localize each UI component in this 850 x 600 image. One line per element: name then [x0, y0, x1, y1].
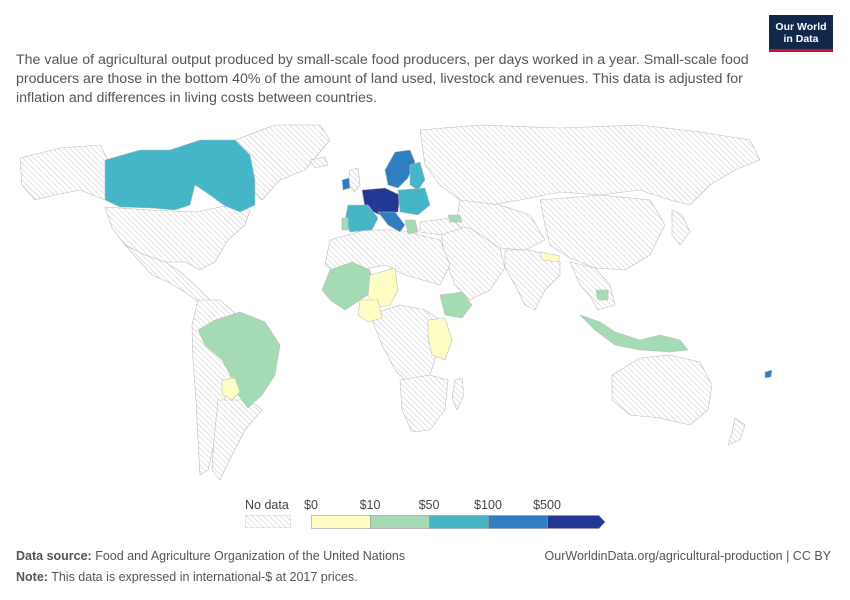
region-niger: [367, 267, 399, 309]
region-cambodia: [595, 289, 609, 301]
data-source-text: Food and Agriculture Organization of the…: [95, 549, 406, 563]
world-map: [19, 124, 773, 481]
note-label: Note:: [16, 570, 48, 584]
region-fiji: [764, 369, 773, 379]
australia: [611, 354, 713, 426]
legend-bin-50-100: [429, 515, 489, 529]
region-ethiopia: [439, 291, 473, 319]
region-poland-east: [397, 187, 431, 216]
southern-africa: [399, 374, 449, 433]
madagascar: [451, 377, 465, 411]
legend-bin-0-10: [311, 515, 371, 529]
japan: [671, 209, 691, 246]
region-tanzania: [427, 317, 453, 361]
region-bangladesh: [539, 251, 561, 263]
source-url-link[interactable]: OurWorldinData.org/agricultural-producti…: [544, 549, 831, 563]
data-source-label: Data source:: [16, 549, 92, 563]
legend-no-data-label: No data: [245, 498, 289, 512]
legend-tick-0: $0: [304, 498, 318, 512]
uk: [347, 167, 361, 193]
region-ireland: [341, 177, 351, 191]
argentina-chile: [211, 399, 263, 481]
new-zealand: [727, 417, 746, 446]
usa: [104, 204, 251, 271]
region-italy-balkans: [377, 211, 406, 233]
china-mongolia: [539, 194, 666, 271]
legend-tick-10: $10: [359, 498, 381, 512]
alaska-region: [19, 144, 109, 201]
region-paraguay: [221, 377, 241, 401]
data-note: Note: This data is expressed in internat…: [16, 570, 358, 584]
central-africa: [369, 304, 441, 386]
legend-bin-10-50: [370, 515, 430, 529]
logo-line-1: Our World: [775, 21, 827, 33]
legend-bin-100-500: [488, 515, 548, 529]
region-nigeria: [357, 299, 383, 323]
region-canada: [104, 139, 256, 213]
legend-tick-500: $500: [533, 498, 561, 512]
region-greece: [404, 219, 419, 235]
owid-logo[interactable]: Our World in Data: [769, 15, 833, 52]
legend-bin-500-plus: [547, 515, 606, 529]
region-portugal: [341, 217, 349, 231]
legend-color-bar: [311, 515, 606, 529]
russia: [419, 124, 761, 206]
region-indonesia: [579, 314, 689, 353]
legend-no-data-swatch: [245, 515, 291, 528]
region-finland-baltics: [409, 161, 426, 191]
region-caucasus: [447, 214, 463, 223]
southeast-asia: [569, 261, 616, 311]
chart-subtitle: The value of agricultural output produce…: [16, 52, 749, 106]
data-source: Data source: Food and Agriculture Organi…: [16, 549, 405, 563]
iceland: [309, 156, 329, 169]
region-brazil: [197, 311, 281, 409]
legend-tick-50: $50: [418, 498, 440, 512]
note-text: This data is expressed in international-…: [51, 570, 358, 584]
legend-tick-100: $100: [474, 498, 502, 512]
logo-line-2: in Data: [783, 33, 819, 45]
